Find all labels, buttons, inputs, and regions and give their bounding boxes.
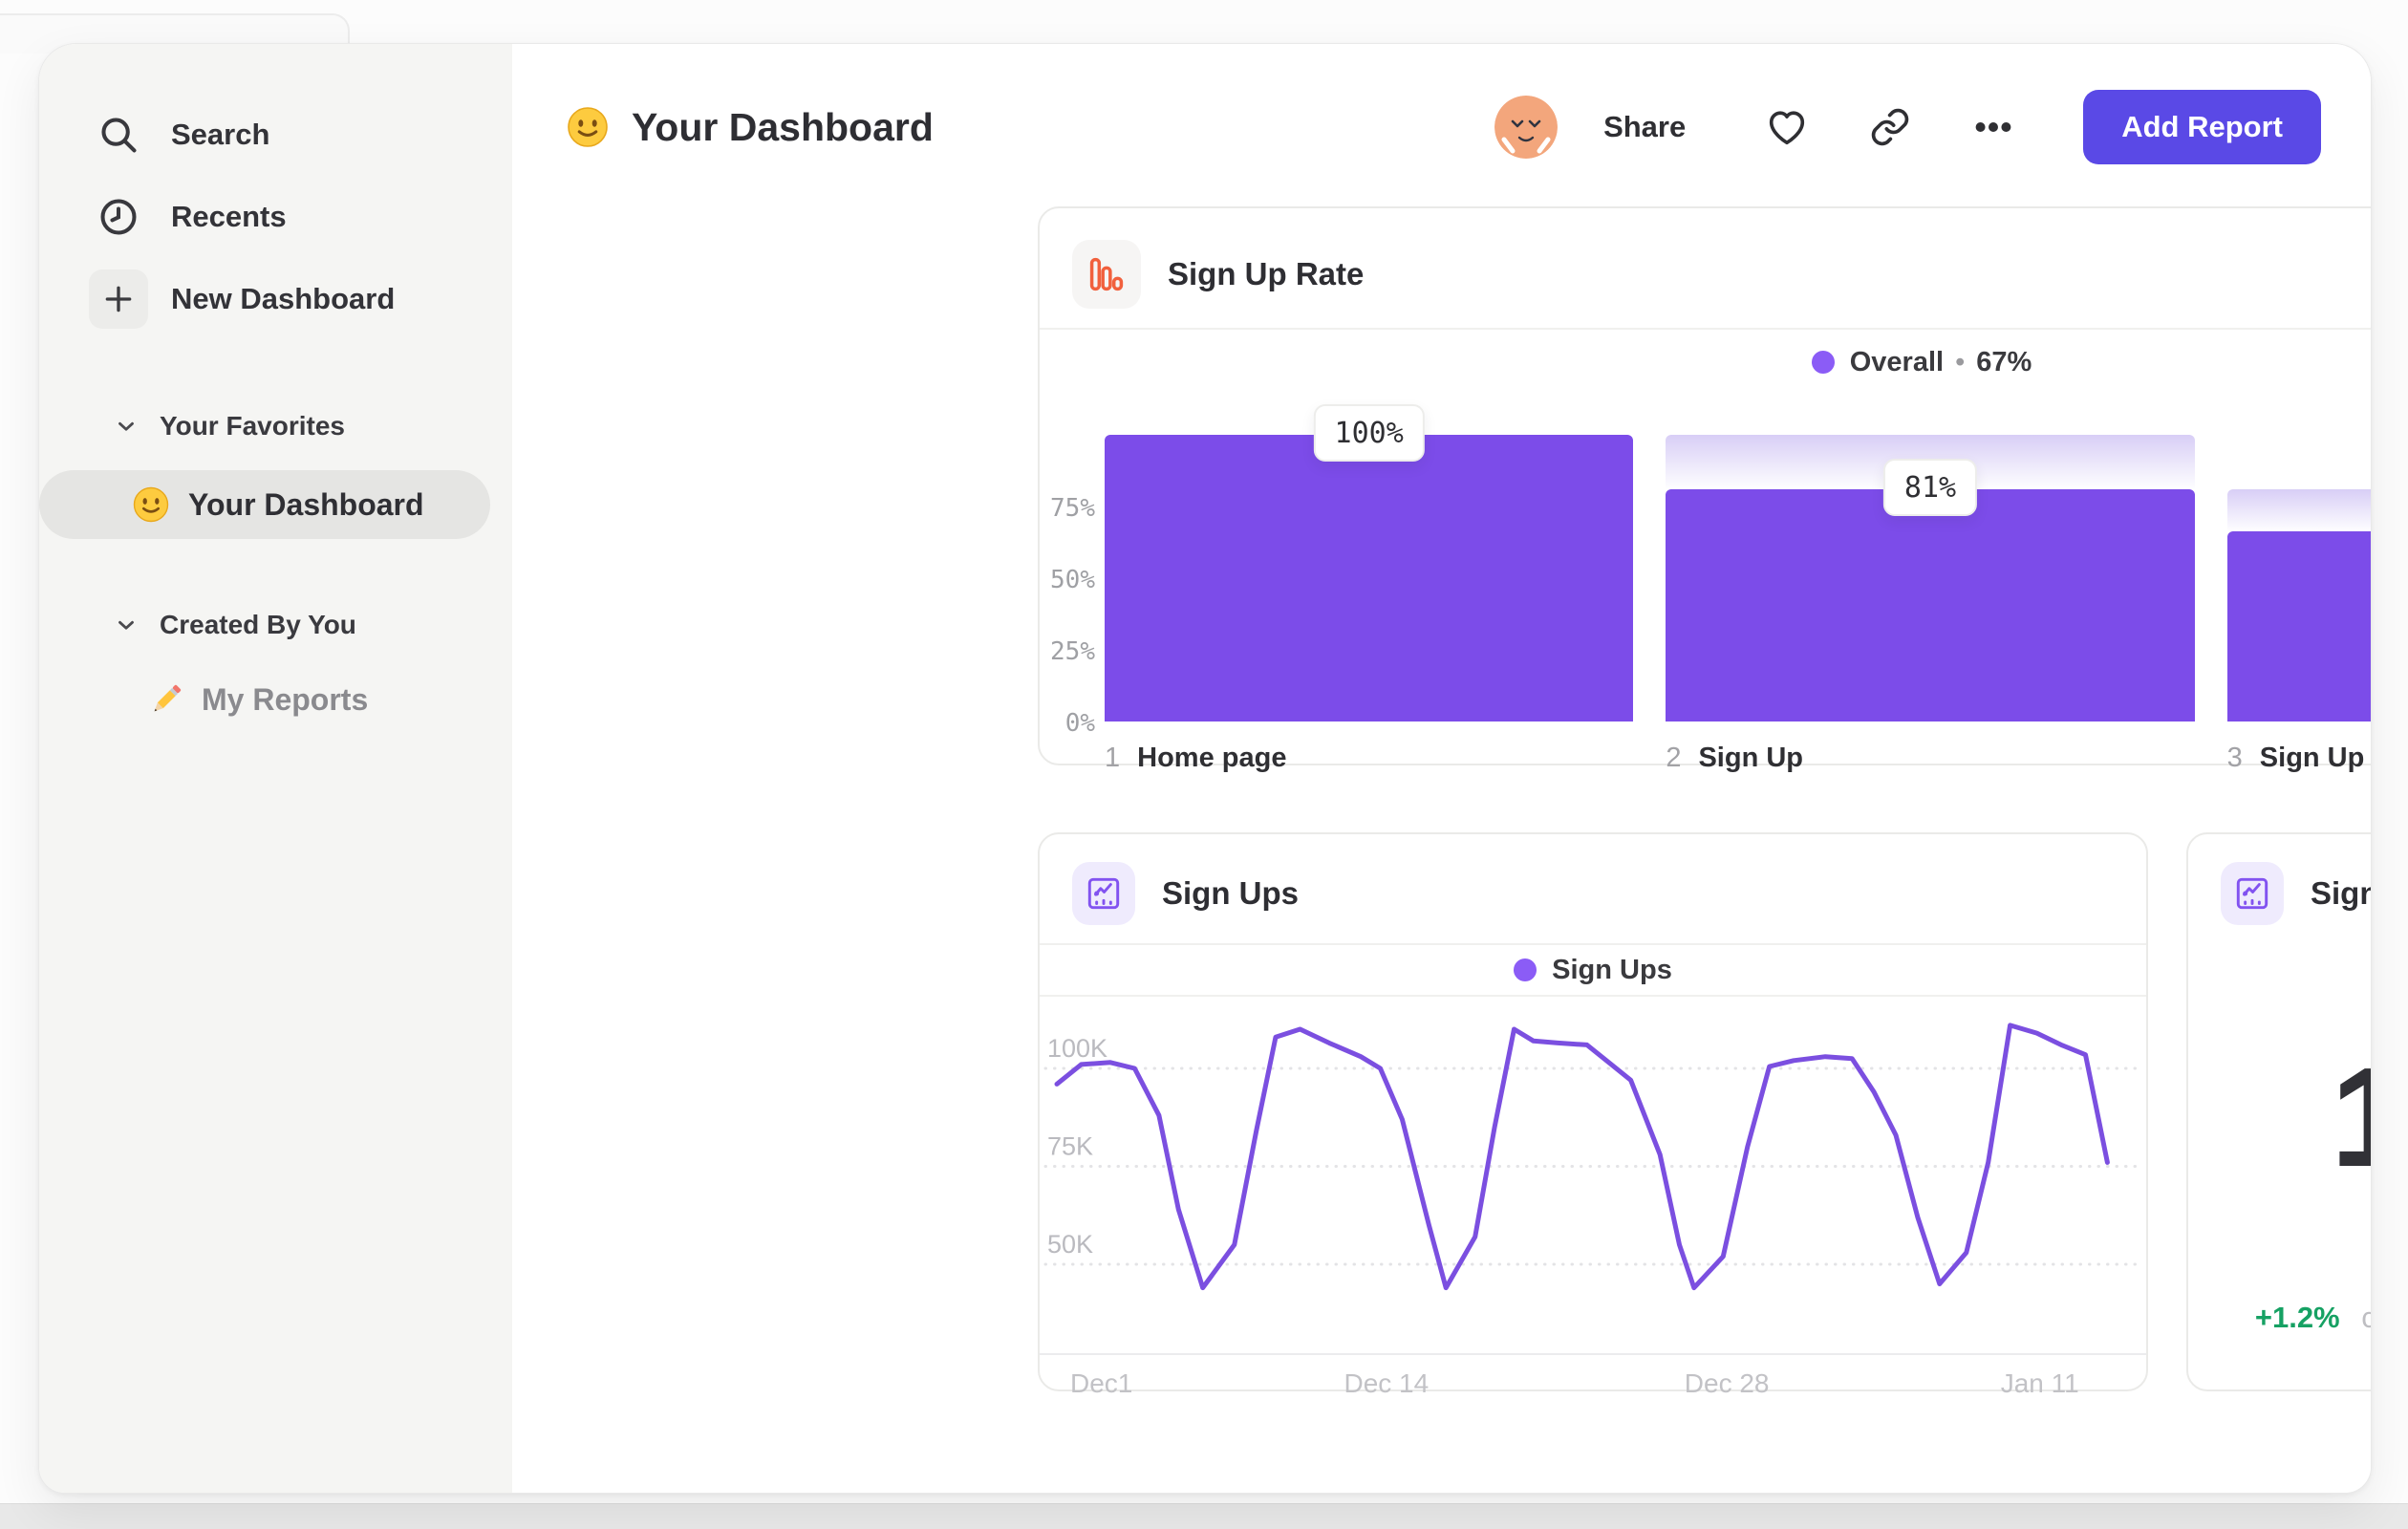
more-options-icon[interactable] (1970, 104, 2016, 150)
sidebar-section-created-by-you[interactable]: Created By You (39, 598, 512, 652)
sign-up-rate-card: Sign Up Rate Overall • 67% 75% 50% 25% 0% (1038, 206, 2371, 773)
line-card-header: Sign Ups (1040, 834, 2146, 932)
sidebar-item-your-dashboard[interactable]: Your Dashboard (39, 470, 490, 539)
line-legend-label: Sign Ups (1552, 954, 1672, 985)
funnel-value-badge: 81% (1882, 459, 1978, 516)
chevron-down-icon (114, 613, 139, 637)
funnel-bar-sign-up-confirmation[interactable]: 82% (2226, 435, 2371, 721)
funnel-bar-home-page[interactable]: 100% (1105, 404, 1634, 721)
step-number: 2 (1666, 743, 1682, 773)
stat-delta: +1.2% (2254, 1301, 2340, 1334)
dashboard-header: Your Dashboard Share (565, 89, 2321, 165)
divider (1040, 328, 2371, 330)
step-number: 1 (1105, 743, 1121, 773)
svg-text:50K: 50K (1047, 1230, 1093, 1259)
funnel-chart-icon (1072, 240, 1141, 309)
main-content: Your Dashboard Share (512, 44, 2371, 1493)
legend-dot-icon (1811, 351, 1835, 374)
avatar[interactable] (1494, 96, 1559, 159)
funnel-bar-fill (1105, 435, 1634, 721)
funnel-card-title: Sign Up Rate (1168, 256, 1365, 291)
funnel-value-badge: 100% (1313, 404, 1425, 462)
search-icon (89, 105, 148, 164)
stat-value: 100K (2188, 1046, 2371, 1190)
divider (1040, 943, 2146, 945)
chevron-down-icon (114, 414, 139, 439)
sidebar-item-search[interactable]: Search (39, 94, 512, 176)
funnel-bar-fill (2226, 530, 2371, 721)
line-card-title: Sign Ups (1162, 875, 1300, 911)
stat-delta-note: compared to previous period (2361, 1301, 2371, 1334)
x-tick: Dec 14 (1344, 1368, 1430, 1398)
copy-link-icon[interactable] (1867, 104, 1913, 150)
clock-icon (89, 187, 148, 247)
funnel-y-tick-label: 0% (1064, 709, 1095, 738)
pencil-emoji-icon (146, 679, 186, 720)
funnel-y-tick-label: 25% (1050, 637, 1095, 666)
funnel-y-tick-label: 75% (1050, 494, 1095, 523)
sign-ups-card: Sign Ups Sign Ups 100K 75K 50K Dec1 Dec 14… (1038, 832, 2148, 1398)
svg-text:75K: 75K (1047, 1132, 1093, 1161)
legend-dot-icon (1514, 958, 1537, 981)
header-actions: Share Add Report (1494, 90, 2321, 164)
funnel-step-label: 3 Sign Up Confirmation (2226, 743, 2371, 774)
background-bottom-strip (0, 1503, 2408, 1529)
stat-unit-label: Unique Users (2188, 1218, 2371, 1259)
sign-ups-line-chart: 100K 75K 50K (1043, 1023, 2140, 1291)
funnel-legend-value: 67% (1976, 346, 2032, 377)
sidebar-new-dashboard-label: New Dashboard (171, 282, 396, 315)
sidebar: Search Recents New Dashboard Your Favori… (39, 44, 512, 1493)
line-chart-icon (2221, 862, 2284, 925)
smiley-emoji-icon (565, 104, 611, 150)
stat-card-title: Sign Ups Today (2311, 875, 2371, 911)
funnel-plot-area: 75%50%25%0% 100% 81% 8 (1040, 404, 2371, 737)
funnel-legend-series: Overall (1849, 346, 1945, 377)
sidebar-search-label: Search (171, 118, 270, 151)
divider (1040, 995, 2146, 997)
x-tick: Dec1 (1070, 1368, 1133, 1398)
funnel-step-label: 1 Home page (1105, 743, 1633, 774)
funnel-card-header: Sign Up Rate (1040, 208, 2371, 316)
step-name: Home page (1137, 743, 1287, 773)
step-name: Sign Up Confirmation (2259, 743, 2371, 773)
sidebar-item-new-dashboard[interactable]: New Dashboard (39, 258, 512, 340)
app-window: Search Recents New Dashboard Your Favori… (38, 43, 2372, 1494)
stat-delta-row: +1.2% compared to previous period (2188, 1301, 2371, 1335)
share-button[interactable]: Share (1603, 110, 1687, 143)
sidebar-recents-label: Recents (171, 200, 287, 233)
line-x-axis: Dec1 Dec 14 Dec 28 Jan 11 (1053, 1355, 2133, 1405)
funnel-x-axis: 1 Home page 2 Sign Up 3 Sign Up Confirma… (1105, 743, 2371, 774)
my-reports-label: My Reports (202, 681, 369, 717)
funnel-bar-remainder (2226, 489, 2371, 531)
funnel-bar-sign-up[interactable]: 81% (1666, 435, 2195, 721)
favorites-section-label: Your Favorites (160, 411, 345, 441)
sign-ups-today-card: Sign Ups Today 100K Unique Users +1.2% c… (2186, 832, 2371, 1391)
created-section-label: Created By You (160, 610, 356, 639)
smiley-emoji-icon (131, 485, 171, 525)
stat-card-header: Sign Ups Today (2188, 834, 2371, 932)
funnel-bars: 100% 81% 82% (1105, 404, 2371, 721)
funnel-legend-separator: • (1955, 346, 1966, 377)
svg-text:100K: 100K (1047, 1034, 1107, 1063)
add-report-button[interactable]: Add Report (2083, 90, 2321, 164)
x-tick: Jan 11 (2000, 1368, 2079, 1398)
line-chart-icon (1072, 862, 1135, 925)
step-number: 3 (2226, 743, 2243, 773)
funnel-y-tick-label: 50% (1050, 566, 1095, 594)
your-dashboard-label: Your Dashboard (188, 486, 424, 522)
funnel-bar-fill (1666, 489, 2195, 721)
sidebar-item-my-reports[interactable]: My Reports (39, 665, 512, 734)
line-plot-area[interactable]: 100K 75K 50K (1040, 997, 2146, 1355)
page-title: Your Dashboard (632, 104, 934, 149)
line-legend[interactable]: Sign Ups (1040, 945, 2146, 995)
favorite-heart-icon[interactable] (1764, 104, 1810, 150)
funnel-legend[interactable]: Overall • 67% (1040, 330, 2371, 395)
funnel-step-label: 2 Sign Up (1666, 743, 2194, 774)
x-tick: Dec 28 (1684, 1368, 1770, 1398)
funnel-y-axis: 75% 50% 25% 0% (1040, 435, 1095, 737)
sidebar-section-your-favorites[interactable]: Your Favorites (39, 399, 512, 453)
step-name: Sign Up (1698, 743, 1804, 773)
plus-icon (89, 269, 148, 329)
sidebar-item-recents[interactable]: Recents (39, 176, 512, 258)
